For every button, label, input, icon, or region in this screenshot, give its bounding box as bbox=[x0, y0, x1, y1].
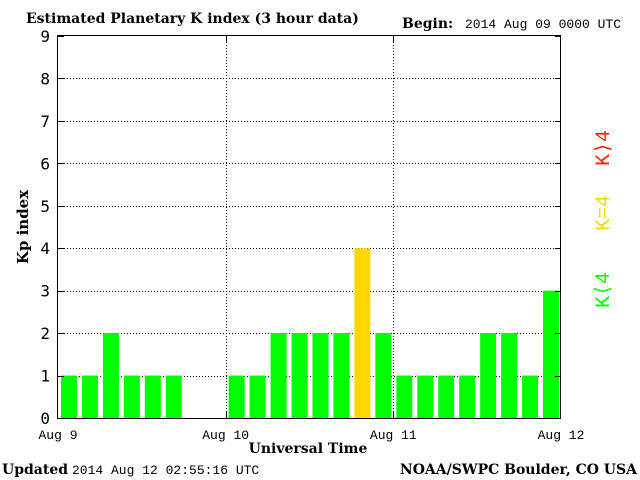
kp-bar bbox=[543, 290, 559, 418]
kp-bar bbox=[459, 375, 476, 418]
kp-bar bbox=[522, 375, 539, 418]
kp-bar bbox=[501, 333, 518, 418]
y-tick-label: 1 bbox=[40, 367, 50, 386]
source-credit: NOAA/SWPC Boulder, CO USA bbox=[400, 462, 638, 478]
bar-series bbox=[61, 248, 559, 418]
y-tick-label: 7 bbox=[40, 112, 50, 131]
x-tick-label: Aug 12 bbox=[538, 428, 585, 443]
kp-bar bbox=[396, 375, 413, 418]
updated-label: Updated bbox=[2, 462, 68, 478]
updated-value: 2014 Aug 12 02:55:16 UTC bbox=[72, 463, 259, 478]
legend-above-4: K⟩4 bbox=[593, 130, 616, 166]
kp-bar bbox=[312, 333, 329, 418]
plot-frame bbox=[57, 35, 561, 419]
kp-bar bbox=[270, 333, 287, 418]
kp-bar bbox=[144, 375, 161, 418]
kp-bar bbox=[249, 375, 266, 418]
begin-label: Begin: bbox=[402, 16, 453, 32]
kp-bar bbox=[123, 375, 140, 418]
kp-bar bbox=[438, 375, 455, 418]
x-axis-ticks: Aug 9 Aug 10 Aug 11 Aug 12 bbox=[38, 36, 584, 443]
chart-title: Estimated Planetary K index (3 hour data… bbox=[26, 11, 359, 27]
grid-lines bbox=[58, 36, 561, 418]
kp-bar bbox=[417, 375, 434, 418]
kp-bar bbox=[228, 375, 245, 418]
y-tick-label: 0 bbox=[40, 409, 50, 428]
legend-equal-4: K=4 bbox=[593, 195, 616, 231]
y-tick-label: 6 bbox=[40, 154, 50, 173]
y-tick-label: 5 bbox=[40, 197, 50, 216]
kp-bar bbox=[81, 375, 98, 418]
legend: K⟩4 K=4 K⟨4 bbox=[593, 130, 616, 308]
kp-bar bbox=[375, 333, 392, 418]
y-tick-label: 4 bbox=[40, 239, 50, 258]
x-tick-label: Aug 9 bbox=[38, 428, 77, 443]
kp-bar bbox=[102, 333, 119, 418]
x-tick-label: Aug 10 bbox=[202, 428, 249, 443]
y-tick-label: 8 bbox=[40, 69, 50, 88]
legend-below-4: K⟨4 bbox=[593, 272, 616, 308]
kp-bar bbox=[354, 248, 371, 418]
x-tick-label: Aug 11 bbox=[370, 428, 417, 443]
y-tick-label: 2 bbox=[40, 324, 50, 343]
kp-bar bbox=[480, 333, 497, 418]
y-axis-ticks: 0 1 2 3 4 5 6 7 8 9 bbox=[40, 27, 561, 428]
kp-bar bbox=[61, 375, 77, 418]
kp-bar bbox=[291, 333, 308, 418]
y-axis-label: Kp index bbox=[14, 189, 32, 264]
y-tick-label: 9 bbox=[40, 27, 50, 46]
y-tick-label: 3 bbox=[40, 282, 50, 301]
kp-bar bbox=[333, 333, 350, 418]
begin-value: 2014 Aug 09 0000 UTC bbox=[465, 17, 621, 32]
kp-bar bbox=[165, 375, 182, 418]
x-axis-label: Universal Time bbox=[249, 441, 368, 457]
